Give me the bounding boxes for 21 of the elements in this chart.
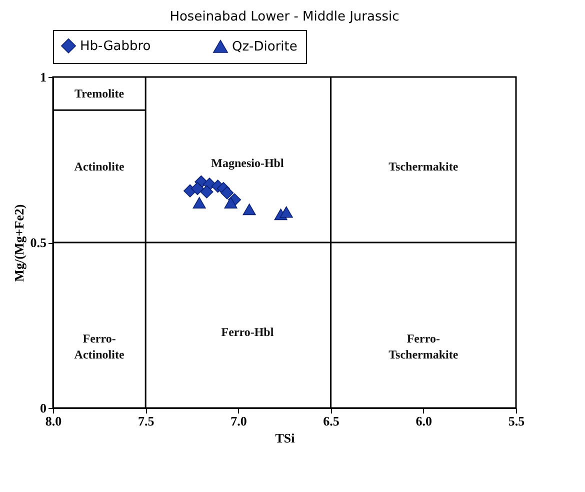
- annotation: Actinolite: [74, 159, 125, 174]
- y-tick-label: 1: [40, 70, 46, 84]
- annotation: Tschermakite: [388, 159, 459, 174]
- x-axis-title: TSi: [275, 430, 296, 446]
- chart-title: Hoseinabad Lower - Middle Jurassic: [170, 10, 400, 24]
- y-tick-label: 0.5: [30, 235, 47, 250]
- y-axis-title: Mg/(Mg+Fe2): [11, 204, 26, 282]
- y-tick-label: 0: [40, 400, 46, 416]
- x-tick-label: 5.5: [508, 414, 526, 428]
- x-tick-label: 6.0: [416, 414, 432, 428]
- annotation: Ferro-Hbl: [221, 324, 274, 339]
- x-tick-label: 6.5: [323, 414, 340, 428]
- legend-label: Hb-Gabbro: [80, 38, 151, 54]
- annotation: Ferro- Tschermakite: [388, 331, 459, 362]
- annotation: Magnesio-Hbl: [211, 156, 284, 170]
- x-tick-label: 7.5: [138, 414, 155, 428]
- legend-label: Qz-Diorite: [232, 39, 298, 54]
- x-tick-label: 8.0: [45, 414, 62, 428]
- annotation: Tremolite: [74, 86, 125, 101]
- x-tick-label: 7.0: [230, 414, 247, 428]
- annotation: Ferro- Actinolite: [74, 331, 125, 362]
